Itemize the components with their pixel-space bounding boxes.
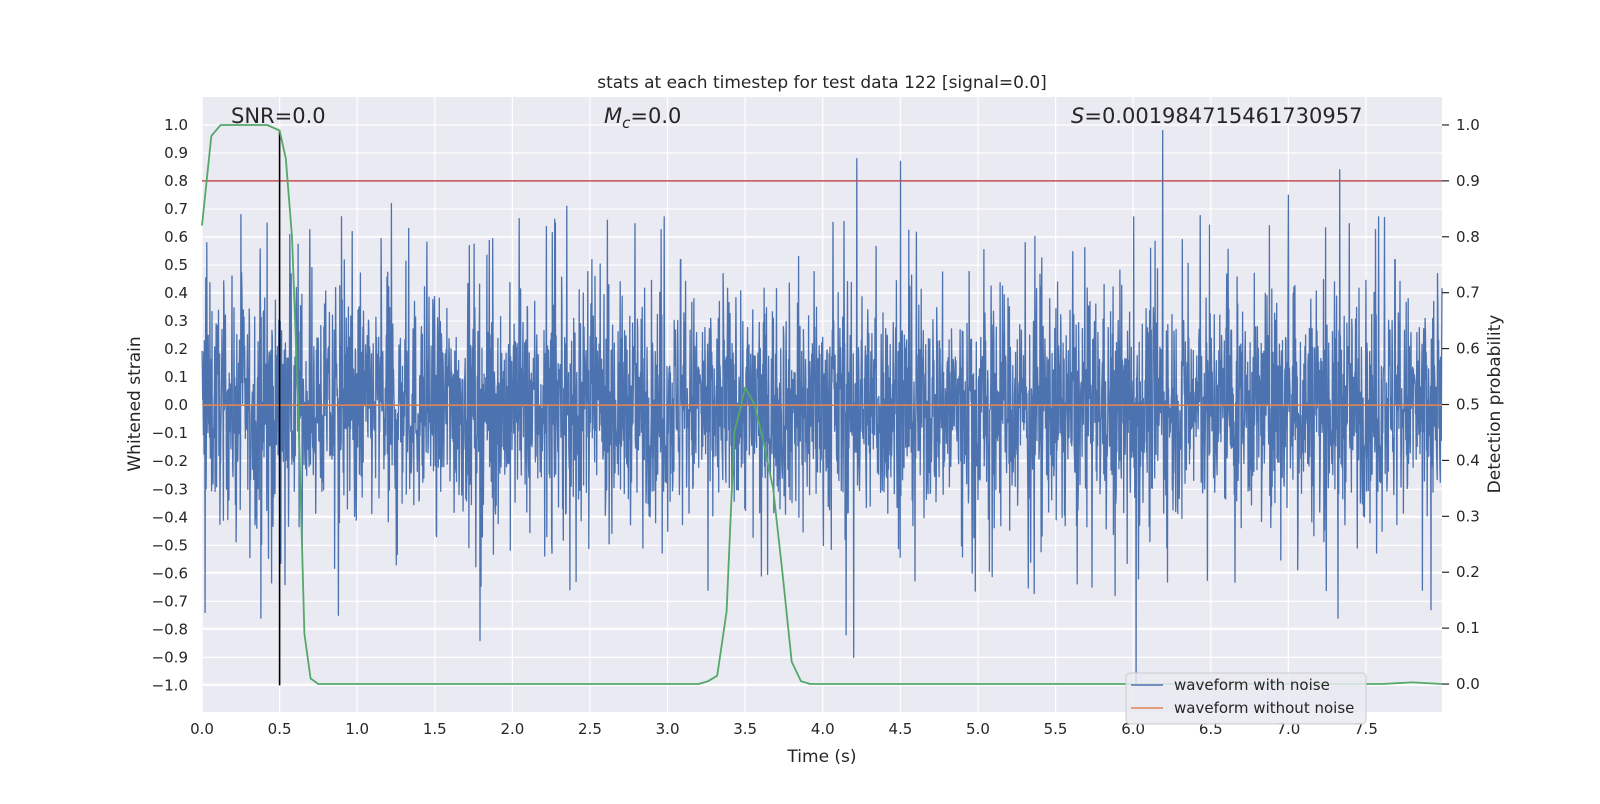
y-tick-label: 0.8 xyxy=(164,172,188,190)
noise-waveform-path xyxy=(201,129,1443,687)
y2-tick-label: 0.6 xyxy=(1456,340,1480,358)
y2-axis-label: Detection probability xyxy=(1485,315,1505,494)
y2-tick-label: 0.0 xyxy=(1456,675,1480,693)
annotation-s-value: =0.001984715461730957 xyxy=(1084,104,1362,128)
y2-tick-label: 0.9 xyxy=(1456,172,1480,190)
x-tick-label: 4.0 xyxy=(811,720,835,738)
x-tick-label: 2.5 xyxy=(578,720,602,738)
annotation-mc-symbol: M xyxy=(604,104,622,128)
x-axis-label: Time (s) xyxy=(786,747,856,767)
y-axis-label: Whitened strain xyxy=(125,336,145,471)
x-tick-label: 5.5 xyxy=(1044,720,1068,738)
y-tick-label: −0.7 xyxy=(152,592,188,610)
y-tick-label: 0.4 xyxy=(164,284,188,302)
axes: 0.0 0.5 1.0 1.5 2.0 2.5 3.0 3.5 4.0 4.5 5.0 5.5 6.0 6… xyxy=(152,116,1480,738)
y-tick-label: −0.5 xyxy=(152,536,188,554)
annotation-s-symbol: S xyxy=(1071,104,1084,128)
y-tick-label: 0.3 xyxy=(164,312,188,330)
series-lines xyxy=(201,124,1443,686)
y-tick-label: −0.4 xyxy=(152,508,188,526)
legend-label-noise: waveform with noise xyxy=(1174,676,1330,694)
y2-tick-label: 0.1 xyxy=(1456,619,1480,637)
x-tick-label: 3.0 xyxy=(656,720,680,738)
y-tick-label: 0.2 xyxy=(164,340,188,358)
y2-tick-label: 0.5 xyxy=(1456,396,1480,414)
x-tick-label: 1.0 xyxy=(345,720,369,738)
y-tick-label: 0.5 xyxy=(164,256,188,274)
y-tick-label: −0.3 xyxy=(152,480,188,498)
y-tick-label: 0.9 xyxy=(164,144,188,162)
y-tick-label: 1.0 xyxy=(164,116,188,134)
annotation-mc-value: =0.0 xyxy=(630,104,681,128)
y2-tick-label: 1.0 xyxy=(1456,116,1480,134)
annotation-s: S=0.001984715461730957 xyxy=(1071,104,1362,128)
annotation-snr: SNR=0.0 xyxy=(231,104,326,128)
y2-tick-label: 0.4 xyxy=(1456,451,1480,469)
x-tick-label: 2.0 xyxy=(500,720,524,738)
legend-label-clean: waveform without noise xyxy=(1174,699,1354,717)
y-tick-label: 0.7 xyxy=(164,200,188,218)
x-tick-label: 1.5 xyxy=(423,720,447,738)
y-tick-label: −0.8 xyxy=(152,620,188,638)
annotation-mc-sub: c xyxy=(622,114,631,132)
y-tick-label: −0.1 xyxy=(152,424,188,442)
y2-tick-label: 0.8 xyxy=(1456,228,1480,246)
x-tick-label: 5.0 xyxy=(966,720,990,738)
x-tick-label: 4.5 xyxy=(888,720,912,738)
y-tick-label: 0.6 xyxy=(164,228,188,246)
x-tick-label: 0.0 xyxy=(190,720,214,738)
y2-tick-label: 0.3 xyxy=(1456,507,1480,525)
x-tick-label: 0.5 xyxy=(268,720,292,738)
legend: waveform with noise waveform without noi… xyxy=(1125,672,1367,725)
y-tick-label: −0.6 xyxy=(152,564,188,582)
chart-title: stats at each timestep for test data 122… xyxy=(597,73,1047,93)
y2-tick-label: 0.2 xyxy=(1456,563,1480,581)
series-waveform-with-noise xyxy=(201,129,1443,687)
x-tick-label: 3.5 xyxy=(733,720,757,738)
annotation-mc: Mc=0.0 xyxy=(604,104,681,132)
detection-probability-line xyxy=(201,124,1443,685)
legend-box xyxy=(1125,672,1367,725)
y-tick-label: −0.2 xyxy=(152,452,188,470)
y-tick-label: 0.1 xyxy=(164,368,188,386)
y-tick-label: −0.9 xyxy=(152,648,188,666)
y-tick-label: −1.0 xyxy=(152,676,188,694)
y-tick-label: 0.0 xyxy=(164,396,188,414)
y2-tick-label: 0.7 xyxy=(1456,284,1480,302)
